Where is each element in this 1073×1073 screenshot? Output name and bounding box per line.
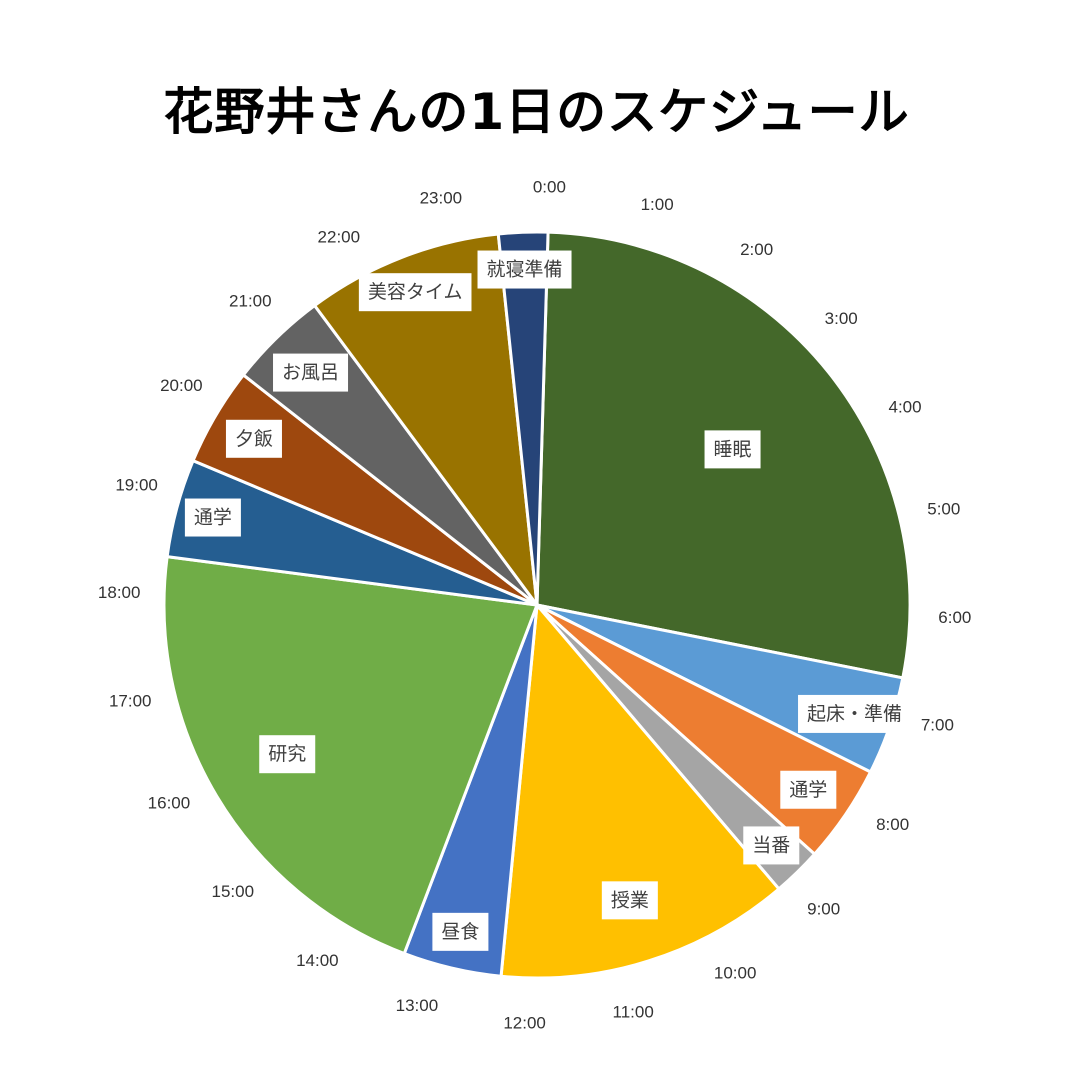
hour-tick-label: 10:00 [714, 964, 757, 983]
slice-label-box [780, 770, 837, 809]
slice-label-text: 当番 [752, 834, 790, 856]
slice-label-box [798, 694, 912, 733]
hour-tick-label: 22:00 [318, 227, 361, 246]
hour-tick-label: 2:00 [740, 240, 773, 259]
hour-tick-label: 3:00 [825, 309, 858, 328]
slice-label-box [704, 430, 761, 469]
slice-label-text: お風呂 [282, 362, 339, 384]
hour-tick-label: 6:00 [938, 608, 971, 627]
slice-label-text: 研究 [268, 743, 306, 765]
slice-label-box [358, 273, 472, 312]
pie-slice [499, 601, 782, 980]
slice-label-box [743, 826, 800, 865]
slice-label: 起床・準備 [798, 694, 912, 733]
hour-tick-label: 11:00 [613, 1002, 654, 1021]
pie-slice [496, 230, 550, 606]
slice-label: 美容タイム [358, 273, 472, 312]
hour-tick-label: 0:00 [533, 178, 566, 197]
hour-tick-label: 9:00 [807, 900, 840, 919]
pie-slices [162, 230, 912, 980]
chart-title: 花野井さんの1日のスケジュール [163, 83, 910, 141]
hour-tick-label: 21:00 [229, 291, 272, 310]
hour-tick-label: 12:00 [503, 1013, 546, 1032]
hour-tick-label: 15:00 [212, 882, 255, 901]
hour-tick-label: 17:00 [109, 692, 152, 711]
slice-label: 当番 [743, 826, 800, 865]
slice-label: 昼食 [432, 912, 489, 951]
slice-label: 通学 [780, 770, 837, 809]
pie-slice [312, 232, 540, 611]
slice-label: 就寝準備 [477, 250, 572, 289]
hour-tick-label: 16:00 [148, 794, 191, 813]
slice-label-text: 美容タイム [368, 281, 463, 303]
hour-tick-label: 23:00 [420, 189, 463, 208]
hour-tick-label: 7:00 [921, 716, 954, 735]
hour-tick-label: 18:00 [98, 583, 141, 602]
pie-slice [162, 554, 540, 956]
hour-tick-label: 4:00 [888, 397, 921, 416]
slice-label-box [259, 735, 316, 774]
slice-label-text: 通学 [194, 507, 232, 529]
hour-tick-labels: 0:00 1:00 2:00 3:00 4:00 5:00 6:00 7:00 8:00 9:00… [98, 178, 971, 1033]
hour-tick-label: 5:00 [927, 499, 960, 518]
slice-label: 授業 [601, 881, 658, 920]
hour-tick-label: 14:00 [296, 951, 339, 970]
slice-label-text: 睡眠 [714, 438, 752, 460]
slice-label-text: 夕飯 [235, 428, 273, 450]
slice-label: 睡眠 [704, 430, 761, 469]
slice-label: 研究 [259, 735, 316, 774]
hour-tick-label: 8:00 [876, 815, 909, 834]
slice-label-box [477, 250, 572, 289]
slice-label-box [601, 881, 658, 920]
hour-tick-label: 13:00 [396, 996, 439, 1015]
hour-tick-label: 20:00 [160, 376, 203, 395]
hour-tick-label: 19:00 [115, 475, 158, 494]
slice-label-text: 昼食 [441, 921, 479, 943]
slice-label-text: 起床・準備 [807, 703, 902, 725]
slice-label-box [184, 498, 241, 537]
slice-label-text: 通学 [789, 779, 827, 801]
slice-label: 夕飯 [225, 419, 282, 458]
slice-label-box [273, 353, 349, 392]
slice-label-box [432, 912, 489, 951]
slice-label: 通学 [184, 498, 241, 537]
hour-tick-label: 1:00 [641, 195, 674, 214]
slice-label-box [225, 419, 282, 458]
slice-label-text: 授業 [611, 889, 649, 911]
slice-label: お風呂 [273, 353, 349, 392]
slice-label-text: 就寝準備 [487, 259, 563, 281]
